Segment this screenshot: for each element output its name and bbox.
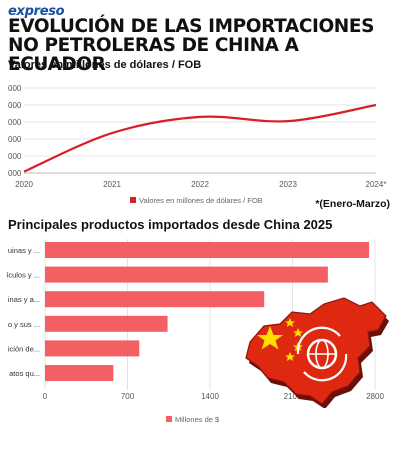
x-tick-label: 700 bbox=[121, 392, 135, 401]
category-label: atos qu... bbox=[9, 369, 40, 378]
x-tick-label: 2100 bbox=[284, 392, 302, 401]
legend-label: Millones de $ bbox=[175, 415, 220, 424]
expreso-logo: expreso bbox=[8, 4, 65, 19]
category-label: ición de... bbox=[8, 344, 40, 353]
category-label: ículos y ... bbox=[6, 271, 40, 280]
bar bbox=[45, 266, 328, 283]
bar bbox=[45, 291, 265, 308]
category-label: inas y a... bbox=[8, 295, 40, 304]
x-tick-label: 2024* bbox=[366, 180, 387, 189]
x-tick-label: 2020 bbox=[15, 180, 33, 189]
china-map-flag bbox=[240, 296, 390, 409]
y-tick-label: 000 bbox=[8, 135, 22, 144]
x-tick-label: 0 bbox=[43, 392, 48, 401]
y-tick-label: 000 bbox=[8, 118, 22, 127]
x-tick-label: 2022 bbox=[191, 180, 209, 189]
bar bbox=[45, 340, 140, 357]
line-chart: 000 000 000 000 000 000 2020 2021 2022 2023 2024* V… bbox=[8, 84, 387, 205]
y-tick-label: 000 bbox=[8, 101, 22, 110]
title-line-1: EVOLUCIÓN DE LAS IMPORTACIONES bbox=[8, 16, 375, 37]
chart-subtitle: Valores en millones de dólares / FOB bbox=[8, 59, 202, 71]
x-tick-label: 2800 bbox=[366, 392, 384, 401]
category-label: uinas y ... bbox=[8, 246, 40, 255]
y-tick-label: 000 bbox=[8, 152, 22, 161]
x-tick-label: 1400 bbox=[201, 392, 219, 401]
bar bbox=[45, 242, 370, 258]
bar-chart-title: Principales productos importados desde C… bbox=[8, 217, 333, 232]
x-tick-label: 2021 bbox=[103, 180, 121, 189]
page-title: EVOLUCIÓN DE LAS IMPORTACIONES NO PETROL… bbox=[8, 17, 392, 74]
globe-icon bbox=[296, 326, 348, 382]
category-label: o y sus ... bbox=[8, 320, 40, 329]
legend-swatch bbox=[130, 197, 136, 203]
flag-big-star bbox=[257, 326, 283, 350]
bar bbox=[45, 365, 114, 381]
legend-swatch bbox=[166, 416, 172, 422]
legend-label: Valores en millones de dólares / FOB bbox=[139, 196, 263, 205]
y-tick-label: 000 bbox=[8, 84, 22, 93]
y-tick-label: 000 bbox=[8, 169, 22, 178]
bar bbox=[45, 315, 168, 332]
footnote-enero-marzo: *(Enero-Marzo) bbox=[315, 198, 390, 210]
x-tick-label: 2023 bbox=[279, 180, 297, 189]
title-line-2: NO PETROLERAS DE CHINA A ECUADOR bbox=[8, 35, 299, 75]
